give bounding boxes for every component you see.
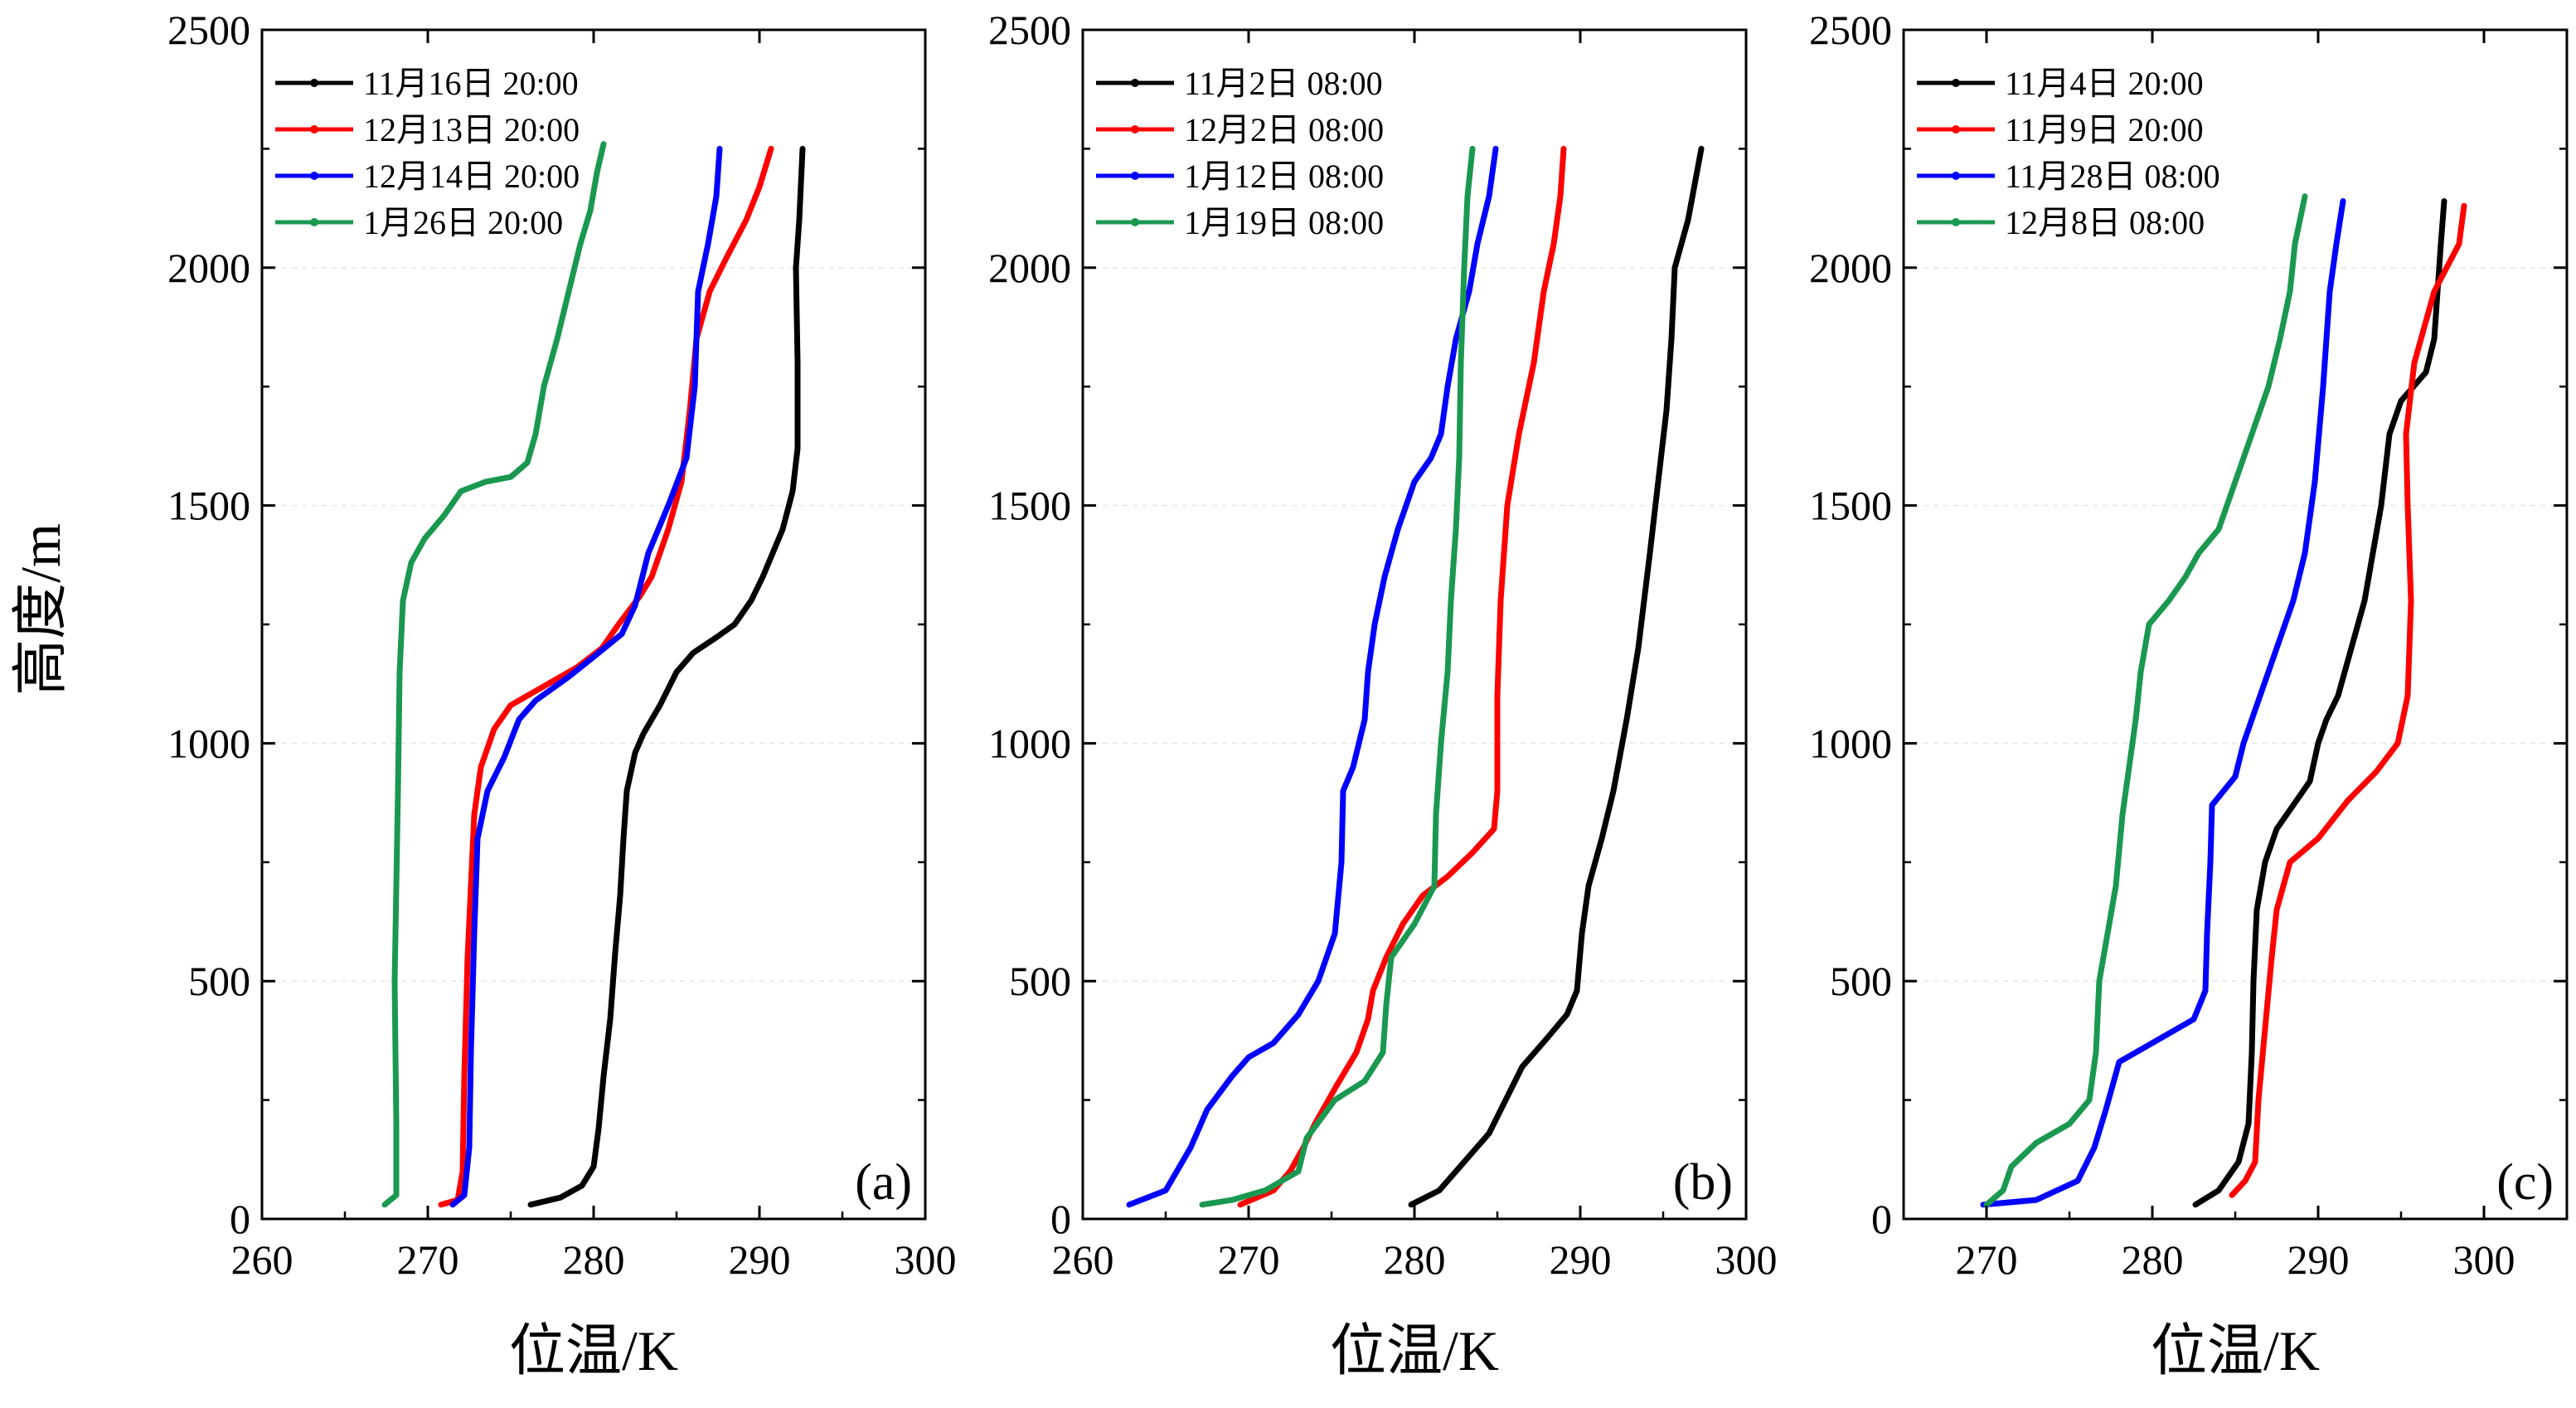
legend-marker — [310, 79, 318, 87]
panel-a: 260 270 280 290 300 0 500 1000 1500 2000 2500 位温/K (… — [167, 7, 957, 1382]
legend-label: 1月12日 08:00 — [1184, 158, 1384, 195]
legend-marker — [1952, 172, 1960, 180]
x-tick-label: 300 — [1715, 1236, 1778, 1283]
y-tick-label: 2000 — [1809, 245, 1892, 291]
y-tick-label: 2000 — [988, 245, 1071, 291]
series-line-3 — [449, 145, 723, 1208]
legend-label: 1月19日 08:00 — [1184, 204, 1384, 241]
legend-marker — [310, 125, 318, 134]
x-tick-label: 290 — [1550, 1236, 1612, 1283]
y-tick-label: 2000 — [167, 245, 250, 291]
x-tick-label: 300 — [2453, 1236, 2515, 1283]
legend-label: 12月14日 20:00 — [363, 158, 580, 195]
x-tick-label: 290 — [729, 1236, 791, 1283]
y-tick-label: 500 — [1009, 958, 1071, 1004]
x-tick-label: 270 — [397, 1236, 459, 1283]
series-line-1 — [2192, 198, 2447, 1208]
series-line-2 — [2229, 202, 2467, 1198]
y-tick-label: 2500 — [988, 7, 1071, 53]
legend: 11月4日 20:00 11月9日 20:00 11月28日 08:00 12月8日 … — [1917, 65, 2220, 241]
y-tick-label: 0 — [1871, 1196, 1892, 1242]
x-axis-title: 位温/K — [2151, 1319, 2320, 1382]
series-line-4 — [1983, 193, 2308, 1208]
y-tick-label: 1500 — [988, 483, 1071, 529]
series-line-1 — [527, 145, 806, 1208]
panel-label: (b) — [1673, 1154, 1733, 1211]
legend: 11月2日 08:00 12月2日 08:00 1月12日 08:00 1月19日 0… — [1096, 65, 1384, 241]
legend-label: 12月13日 20:00 — [363, 111, 580, 148]
x-tick-label: 270 — [1218, 1236, 1280, 1283]
legend-marker — [1131, 125, 1139, 134]
legend-label: 1月26日 20:00 — [363, 204, 563, 241]
plot-frame — [1081, 28, 1748, 1221]
panel-label: (a) — [855, 1154, 912, 1211]
panel-b: 260 270 280 290 300 0 500 1000 1500 2000 2500 位温/K (… — [988, 7, 1778, 1382]
panel-c: 270 280 290 300 0 500 1000 1500 2000 2500 位温/K (c) 1… — [1809, 7, 2569, 1382]
legend-marker — [1952, 218, 1960, 226]
series-line-2 — [1237, 145, 1567, 1208]
panel-label: (c) — [2496, 1154, 2554, 1211]
x-tick-label: 300 — [895, 1236, 957, 1283]
legend-marker — [310, 172, 318, 180]
y-axis-title: 高度/m — [9, 523, 72, 696]
legend-label: 11月16日 20:00 — [363, 65, 579, 102]
legend-label: 12月8日 08:00 — [2005, 204, 2205, 241]
legend-label: 12月2日 08:00 — [1184, 111, 1384, 148]
legend-marker — [1131, 172, 1139, 180]
legend-label: 11月28日 08:00 — [2005, 158, 2220, 195]
y-tick-label: 2500 — [167, 7, 250, 53]
series-line-4 — [381, 141, 607, 1208]
legend-marker — [1131, 79, 1139, 87]
series-line-3 — [1980, 198, 2346, 1208]
legend-label: 11月9日 20:00 — [2005, 111, 2204, 148]
y-tick-label: 1000 — [988, 720, 1071, 766]
x-tick-label: 270 — [1956, 1236, 2018, 1283]
legend-marker — [1952, 125, 1960, 134]
legend: 11月16日 20:00 12月13日 20:00 12月14日 20:00 1月26… — [275, 65, 580, 241]
legend-marker — [1131, 218, 1139, 226]
legend-marker — [310, 218, 318, 226]
y-tick-label: 1500 — [167, 483, 250, 529]
y-tick-label: 0 — [230, 1196, 250, 1242]
legend-marker — [1952, 79, 1960, 87]
x-tick-label: 280 — [563, 1236, 625, 1283]
plot-frame — [1902, 28, 2569, 1221]
x-tick-label: 280 — [2122, 1236, 2184, 1283]
y-tick-label: 1000 — [1809, 720, 1892, 766]
x-tick-label: 260 — [1052, 1236, 1114, 1283]
y-tick-label: 1500 — [1809, 483, 1892, 529]
series-line-4 — [1199, 145, 1476, 1208]
legend-label: 11月4日 20:00 — [2005, 65, 2204, 102]
x-tick-label: 280 — [1384, 1236, 1446, 1283]
x-axis-title: 位温/K — [509, 1319, 678, 1382]
legend-label: 11月2日 08:00 — [1184, 65, 1383, 102]
y-tick-label: 1000 — [167, 720, 250, 766]
x-tick-label: 260 — [231, 1236, 293, 1283]
y-tick-label: 2500 — [1809, 7, 1892, 53]
y-tick-label: 500 — [188, 958, 250, 1004]
y-tick-label: 500 — [1830, 958, 1892, 1004]
y-tick-label: 0 — [1050, 1196, 1071, 1242]
x-axis-title: 位温/K — [1330, 1319, 1499, 1382]
x-tick-label: 290 — [2287, 1236, 2350, 1283]
series-line-1 — [1408, 145, 1705, 1208]
series-line-3 — [1126, 145, 1499, 1208]
